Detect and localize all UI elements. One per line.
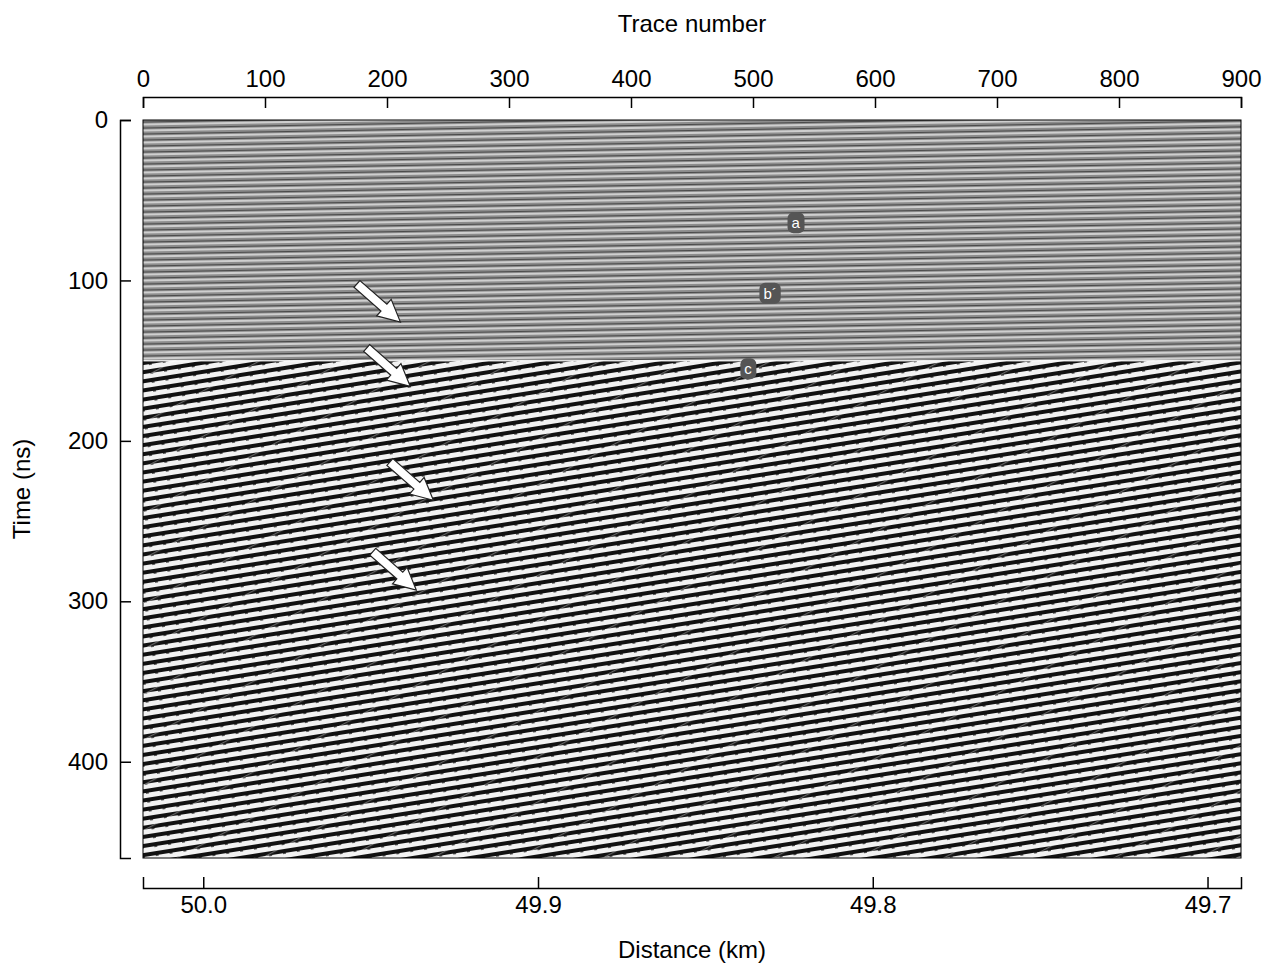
tick-label: 900 [1221,65,1261,92]
annotation-label: c [744,360,752,377]
tick-mark [509,97,511,108]
tick-mark [265,97,267,108]
x-axis-bottom: 50.0 49.9 49.8 49.7 [144,877,1242,918]
tick-label: 100 [68,267,108,294]
tick-label: 500 [733,65,773,92]
arrow [370,548,416,590]
tick: 900 [1221,65,1261,108]
tick-label: 300 [68,587,108,614]
tick-label: 400 [611,65,651,92]
tick: 500 [733,65,773,108]
x2-axis-title: Distance (km) [618,936,766,963]
tick-label: 200 [68,427,108,454]
tick-mark [120,601,131,603]
tick: 300 [489,65,529,108]
tick-mark [997,97,999,108]
tick: 800 [1099,65,1139,108]
lower-zone [143,361,1241,858]
tick: 0 [95,106,131,133]
chart: a b´ c 0 100 200 300 400 500 600 700 800 900 Trace nu… [0,0,1269,973]
annotation-patch [740,358,756,379]
tick-mark [1119,97,1121,108]
x-axis-top: 0 100 200 300 400 500 600 700 800 900 [137,65,1262,108]
tick: 49.9 [515,877,562,918]
tick-mark [538,877,540,888]
tick-label: 49.8 [850,891,897,918]
tick-mark [753,97,755,108]
tick-label: 49.7 [1185,891,1232,918]
axis-line [144,877,1242,889]
annotation-patch [759,283,780,304]
arrow [354,280,400,322]
tick: 49.8 [850,877,897,918]
tick-mark [873,877,875,888]
reflector [143,360,1241,362]
y-axis: 0 100 200 300 400 [68,106,131,858]
tick: 200 [68,427,131,454]
arrow [387,459,433,501]
tick: 50.0 [180,877,227,918]
tick: 400 [68,748,131,775]
tick: 700 [977,65,1017,108]
tick: 100 [245,65,285,108]
tick-mark [387,97,389,108]
tick-mark [203,877,205,888]
annotation-label: b´ [763,285,776,302]
arrow [364,345,410,387]
tick-label: 600 [855,65,895,92]
tick: 49.7 [1185,877,1232,918]
tick-mark [1241,97,1243,108]
tick-mark [143,97,145,108]
tick-label: 700 [977,65,1017,92]
tick-label: 49.9 [515,891,562,918]
tick-mark [875,97,877,108]
tick-label: 50.0 [180,891,227,918]
tick-mark [1207,877,1209,888]
tick: 400 [611,65,651,108]
tick: 100 [68,267,131,294]
tick-mark [120,441,131,443]
plot-area [143,120,1241,858]
tick-label: 400 [68,748,108,775]
axis-line [144,98,1242,109]
tick-label: 0 [137,65,150,92]
annotation-label: a [792,214,801,231]
y-axis-title: Time (ns) [8,439,35,539]
tick: 200 [367,65,407,108]
dipping-reflections [143,361,1241,858]
annotation-patch [788,212,805,233]
axis-line [121,121,132,859]
plot-frame [143,120,1241,858]
tick-mark [631,97,633,108]
annotations: a b´ c [740,212,804,379]
tick-label: 800 [1099,65,1139,92]
tick-label: 300 [489,65,529,92]
tick-mark [120,120,131,122]
tick-label: 0 [95,106,108,133]
tick: 300 [68,587,131,614]
tick-label: 200 [367,65,407,92]
tick-label: 100 [245,65,285,92]
tick: 0 [137,65,150,108]
tick: 600 [855,65,895,108]
tick-mark [120,761,131,763]
upper-zone [143,120,1241,361]
x-axis-title: Trace number [618,10,767,37]
tick-mark [120,280,131,282]
